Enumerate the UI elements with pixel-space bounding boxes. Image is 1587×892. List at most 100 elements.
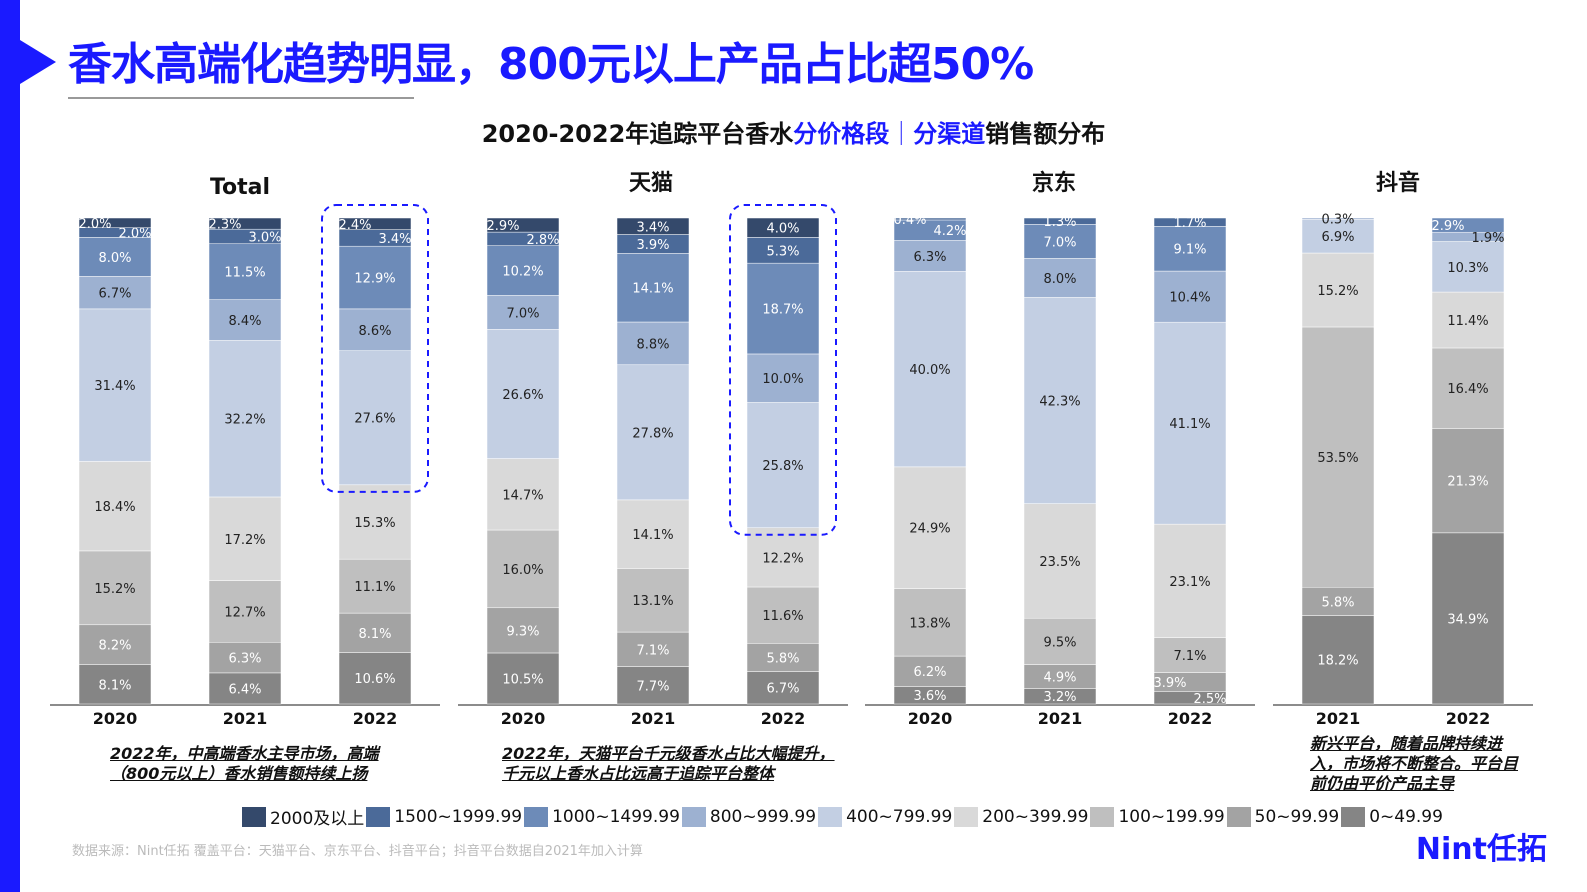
bar-segment: [1301, 615, 1375, 705]
data-label: 5.8%: [1321, 595, 1354, 610]
bar-segment: [1023, 258, 1097, 298]
data-label: 15.2%: [1317, 284, 1358, 299]
chart-subtitle: 2020-2022年追踪平台香水分价格段｜分渠道销售额分布: [0, 114, 1587, 149]
data-label: 53.5%: [1317, 451, 1358, 466]
data-label: 16.0%: [502, 563, 543, 578]
data-label: 2.0%: [78, 217, 111, 232]
bar-segment: [1023, 503, 1097, 619]
data-label: 3.4%: [378, 232, 411, 247]
data-label: 13.8%: [909, 616, 950, 631]
data-label: 9.3%: [506, 624, 539, 639]
data-label: 8.2%: [98, 639, 131, 654]
data-label: 8.4%: [228, 314, 261, 329]
data-label: 11.6%: [762, 609, 803, 624]
data-label: 23.5%: [1039, 555, 1080, 570]
data-label: 6.2%: [913, 665, 946, 680]
legend-swatch: [818, 806, 843, 827]
bar-segment: [746, 237, 820, 264]
legend-item: 1500~1999.99: [366, 804, 522, 829]
bar-segment: [893, 466, 967, 589]
data-label: 12.7%: [224, 605, 265, 620]
legend: 2000及以上 1500~1999.99 1000~1499.99 800~999.9…: [242, 804, 1445, 829]
bar-segment: [1301, 252, 1375, 328]
data-label: 4.0%: [766, 222, 799, 237]
data-label: 10.6%: [354, 672, 395, 687]
bar-segment: [208, 672, 282, 705]
bar-segment: [486, 652, 560, 705]
data-label: 10.0%: [762, 372, 803, 387]
data-label: 4.2%: [933, 224, 966, 239]
group-title: Total: [210, 175, 270, 200]
data-label: 40.0%: [909, 363, 950, 378]
legend-label: 800~999.99: [709, 806, 817, 827]
data-label: 27.8%: [632, 426, 673, 441]
data-label: 7.1%: [636, 643, 669, 658]
highlight-box: [321, 204, 429, 493]
bar-segment: [893, 655, 967, 687]
data-label: 3.9%: [1153, 676, 1186, 691]
bar-segment: [746, 217, 820, 238]
data-label: 11.5%: [224, 266, 265, 281]
data-label: 18.2%: [1317, 654, 1358, 669]
data-label: 1.7%: [1173, 216, 1206, 231]
data-label: 7.1%: [1173, 649, 1206, 664]
legend-item: 200~399.99: [954, 804, 1088, 829]
bar-segment: [746, 402, 820, 529]
page-title: 香水高端化趋势明显，800元以上产品占比超50%: [68, 39, 1034, 90]
side-accent-bar: [0, 0, 20, 892]
x-tick-label: 2022: [1446, 709, 1491, 728]
data-label: 7.0%: [1043, 235, 1076, 250]
bar-segment: [746, 671, 820, 705]
legend-item: 100~199.99: [1090, 804, 1225, 829]
data-label: 7.0%: [506, 306, 539, 321]
data-label: 14.7%: [502, 488, 543, 503]
data-label: 5.3%: [766, 244, 799, 259]
data-label: 6.9%: [1321, 230, 1354, 245]
bar-segment: [338, 245, 412, 310]
x-tick-label: 2021: [223, 709, 268, 728]
bar-segment: [338, 308, 412, 351]
bar-segment: [486, 458, 560, 531]
legend-swatch: [366, 806, 391, 827]
data-label: 3.9%: [636, 238, 669, 253]
legend-label: 50~99.99: [1254, 806, 1340, 827]
data-label: 42.3%: [1039, 395, 1080, 410]
nint-logo: Nint任拓: [1415, 832, 1547, 867]
bar-segment: [1431, 532, 1505, 705]
bar-segment: [338, 217, 412, 230]
legend-label: 1000~1499.99: [552, 806, 680, 827]
bar-segment: [208, 496, 282, 581]
bar-segment: [338, 652, 412, 705]
bar-segment: [746, 353, 820, 403]
bar-segment: [1431, 217, 1505, 233]
data-label: 7.7%: [636, 679, 669, 694]
bar-segment: [1431, 347, 1505, 429]
legend-swatch: [1341, 806, 1366, 827]
data-label: 16.4%: [1447, 382, 1488, 397]
data-label: 6.3%: [228, 652, 261, 667]
data-label: 8.0%: [98, 251, 131, 266]
data-label: 3.2%: [1043, 690, 1076, 705]
data-label: 6.4%: [228, 682, 261, 697]
bar-segment: [1153, 637, 1227, 673]
bar-segment: [616, 253, 690, 323]
bar-segment: [1023, 217, 1097, 225]
data-label: 18.4%: [94, 500, 135, 515]
data-label: 24.9%: [909, 522, 950, 537]
bar-segment: [616, 217, 690, 235]
x-tick-label: 2022: [761, 709, 806, 728]
bar-segment: [208, 642, 282, 674]
x-tick-label: 2020: [501, 709, 546, 728]
legend-item: 1000~1499.99: [524, 804, 680, 829]
bar-segment: [208, 217, 282, 230]
data-label: 26.6%: [502, 388, 543, 403]
bar-segment: [486, 245, 560, 296]
data-label: 15.3%: [354, 516, 395, 531]
data-label: 9.5%: [1043, 635, 1076, 650]
subtitle-part1: 2020-2022年追踪平台香水: [481, 120, 794, 148]
bar-segment: [486, 529, 560, 609]
data-label: 14.1%: [632, 528, 673, 543]
legend-swatch: [1226, 806, 1251, 827]
